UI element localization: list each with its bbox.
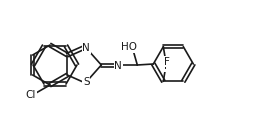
- Text: N: N: [114, 61, 122, 71]
- Text: F: F: [164, 61, 170, 71]
- Text: Cl: Cl: [26, 90, 36, 100]
- Text: S: S: [83, 77, 90, 87]
- Text: HO: HO: [121, 42, 137, 52]
- Text: F: F: [164, 57, 170, 67]
- Text: N: N: [82, 43, 90, 53]
